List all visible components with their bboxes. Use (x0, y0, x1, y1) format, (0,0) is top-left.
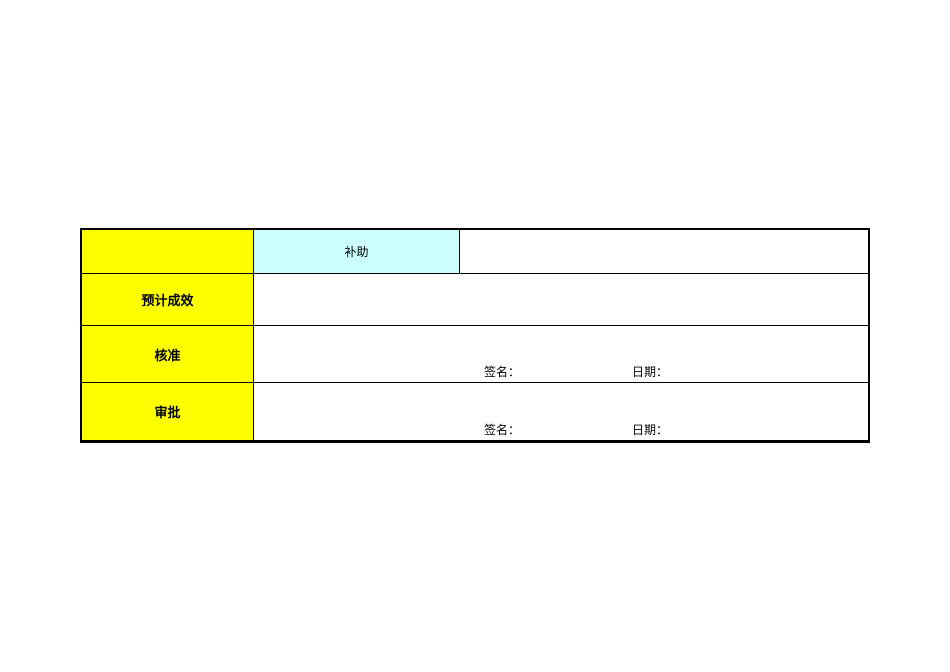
row4-header: 审批 (82, 383, 254, 440)
row1-subheader: 补助 (254, 230, 460, 273)
row3-header-label: 核准 (154, 345, 180, 364)
row2-header-label: 预计成效 (141, 290, 193, 309)
table-row: 审批 签名： 日期： (82, 383, 868, 440)
row1-header (82, 230, 254, 273)
row1-content (460, 230, 868, 273)
row4-content: 签名： 日期： (254, 383, 868, 440)
row2-header: 预计成效 (82, 274, 254, 325)
signature-label: 签名： (484, 363, 520, 380)
form-table: 补助 预计成效 核准 签名： 日期： 审批 签名： 日期： (80, 228, 870, 443)
table-row: 补助 (82, 230, 868, 274)
date-label: 日期： (632, 421, 668, 438)
signature-label: 签名： (484, 421, 520, 438)
row3-header: 核准 (82, 326, 254, 382)
row4-header-label: 审批 (154, 402, 180, 421)
row3-content: 签名： 日期： (254, 326, 868, 382)
row2-content (254, 274, 868, 325)
row1-subheader-label: 补助 (344, 243, 368, 260)
table-row: 预计成效 (82, 274, 868, 326)
table-row: 核准 签名： 日期： (82, 326, 868, 383)
date-label: 日期： (632, 363, 668, 380)
